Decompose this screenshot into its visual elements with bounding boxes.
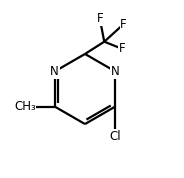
Text: CH₃: CH₃ [14,100,36,113]
Text: F: F [118,42,125,55]
Text: N: N [50,65,59,78]
Text: F: F [97,12,103,25]
Text: F: F [120,18,127,31]
Text: Cl: Cl [109,130,121,143]
Text: N: N [111,65,120,78]
